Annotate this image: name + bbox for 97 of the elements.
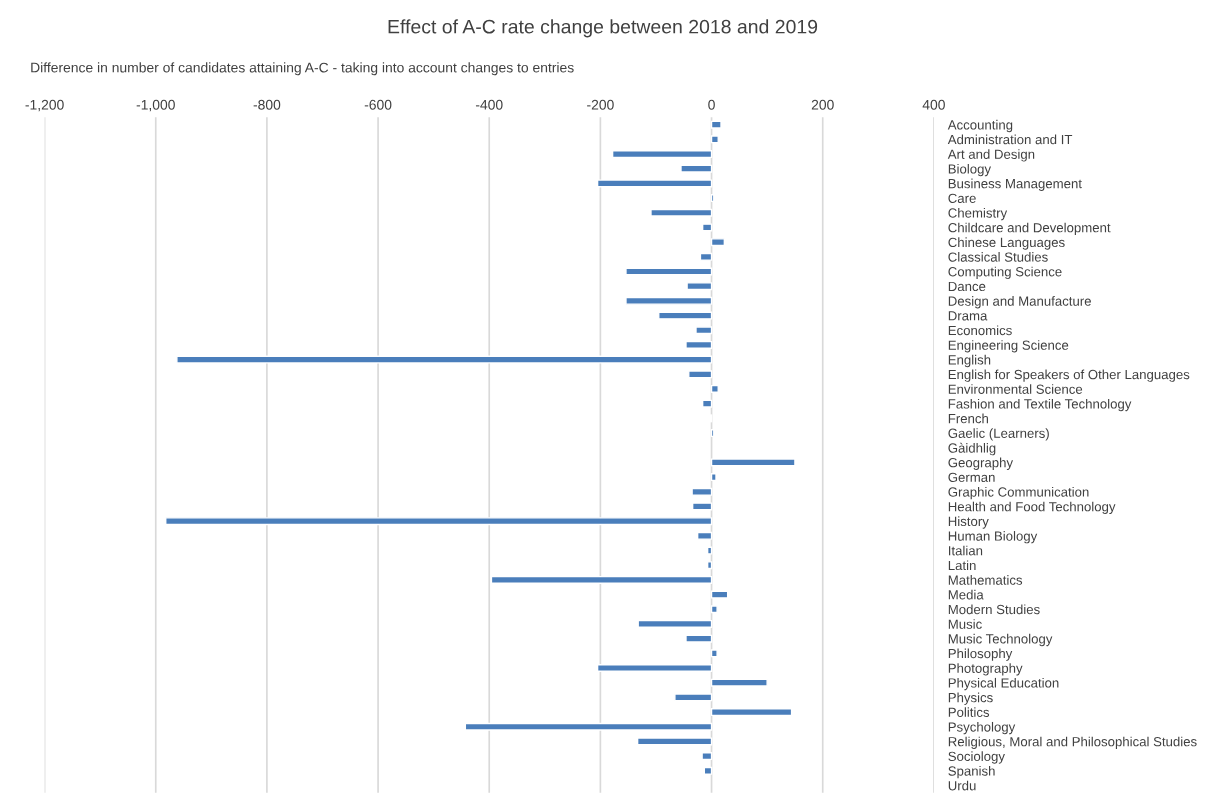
y-tick-label: Mathematics bbox=[948, 575, 1023, 585]
y-tick-label: Psychology bbox=[948, 721, 1016, 735]
y-tick-label: Photography bbox=[948, 663, 1023, 676]
x-tick-label: -400 bbox=[475, 99, 503, 110]
bar bbox=[710, 605, 718, 614]
bar bbox=[710, 458, 796, 467]
bar bbox=[686, 282, 713, 291]
bar bbox=[710, 120, 722, 129]
x-tick-label: 0 bbox=[708, 99, 715, 110]
y-tick-label: Philosophy bbox=[948, 648, 1013, 661]
bar bbox=[710, 678, 768, 687]
y-tick-label: Geography bbox=[948, 457, 1014, 470]
bar bbox=[650, 208, 713, 217]
y-tick-label: Drama bbox=[948, 311, 988, 321]
y-tick-label: Urdu bbox=[948, 780, 976, 791]
bar bbox=[701, 223, 713, 232]
y-tick-label: Music bbox=[948, 619, 982, 629]
y-tick-label: Chemistry bbox=[948, 207, 1008, 221]
y-tick-label: Graphic Communication bbox=[948, 486, 1089, 500]
bar bbox=[701, 752, 713, 761]
bar bbox=[176, 355, 713, 364]
bar bbox=[699, 252, 713, 261]
bar bbox=[490, 575, 713, 584]
y-tick-label: Politics bbox=[948, 707, 990, 717]
bar bbox=[611, 150, 713, 159]
bar bbox=[636, 737, 713, 746]
y-tick-label: Modern Studies bbox=[948, 604, 1040, 615]
bar bbox=[691, 487, 713, 496]
bar bbox=[691, 502, 713, 511]
y-tick-label: Physics bbox=[948, 692, 993, 705]
bar bbox=[596, 179, 713, 188]
bar bbox=[688, 370, 713, 379]
y-tick-label: Design and Manufacture bbox=[948, 296, 1091, 309]
x-tick-label: -1,200 bbox=[25, 99, 64, 112]
chart-title: Effect of A-C rate change between 2018 and 2019 bbox=[388, 19, 818, 38]
bar bbox=[710, 649, 718, 658]
y-tick-label: Sociology bbox=[948, 751, 1005, 764]
y-tick-label: Human Biology bbox=[948, 531, 1038, 544]
y-tick-label: English for Speakers of Other Languages bbox=[948, 369, 1190, 382]
y-tick-label: Physical Education bbox=[948, 677, 1059, 691]
y-tick-label: Computing Science bbox=[948, 266, 1062, 280]
bar bbox=[625, 296, 713, 305]
bar bbox=[685, 340, 713, 349]
y-tick-label: Biology bbox=[948, 163, 992, 177]
y-tick-label: Health and Food Technology bbox=[948, 501, 1116, 514]
bar bbox=[706, 561, 713, 570]
y-tick-label: Fashion and Textile Technology bbox=[948, 398, 1132, 412]
bar bbox=[685, 634, 713, 643]
y-tick-label: Environmental Science bbox=[948, 384, 1083, 394]
y-tick-label: Care bbox=[948, 193, 976, 203]
y-tick-label: German bbox=[948, 472, 995, 482]
bar bbox=[695, 326, 713, 335]
x-tick-label: 400 bbox=[922, 99, 945, 110]
y-tick-label: Italian bbox=[948, 545, 983, 556]
bar bbox=[710, 708, 793, 717]
bar bbox=[710, 590, 729, 599]
bar bbox=[674, 693, 713, 702]
bar bbox=[710, 238, 726, 247]
bar bbox=[658, 311, 713, 320]
x-tick-label: -800 bbox=[253, 99, 281, 110]
y-tick-label: Business Management bbox=[948, 178, 1082, 191]
x-tick-label: -1,000 bbox=[136, 99, 175, 112]
bar bbox=[165, 517, 713, 526]
bar bbox=[680, 164, 713, 173]
bar bbox=[710, 135, 719, 144]
bar bbox=[710, 384, 719, 393]
y-tick-label: Chinese Languages bbox=[948, 237, 1065, 250]
y-tick-label: Economics bbox=[948, 325, 1012, 336]
x-tick-label: -600 bbox=[364, 99, 392, 110]
bar bbox=[710, 473, 717, 482]
bar bbox=[696, 531, 713, 540]
y-tick-label: Music Technology bbox=[948, 633, 1053, 647]
y-tick-label: Gàidhlig bbox=[948, 442, 996, 456]
y-tick-label: Classical Studies bbox=[948, 252, 1048, 262]
y-tick-label: Childcare and Development bbox=[948, 222, 1111, 235]
y-tick-label: Engineering Science bbox=[948, 340, 1069, 353]
y-tick-label: Latin bbox=[948, 560, 976, 571]
bar bbox=[706, 546, 713, 555]
bar bbox=[701, 399, 713, 408]
bar bbox=[637, 619, 713, 628]
x-axis-title: Difference in number of candidates attaining A-C - taking into account changes to entries bbox=[31, 62, 574, 76]
bar bbox=[703, 766, 713, 775]
y-tick-label: English bbox=[948, 354, 991, 368]
y-tick-label: Gaelic (Learners) bbox=[948, 428, 1049, 441]
y-tick-label: French bbox=[948, 413, 988, 424]
y-tick-label: Administration and IT bbox=[947, 134, 1073, 145]
bar bbox=[464, 722, 713, 731]
y-tick-label: Art and Design bbox=[947, 149, 1035, 162]
bar bbox=[596, 663, 713, 672]
y-tick-label: Accounting bbox=[947, 119, 1013, 133]
y-tick-label: History bbox=[948, 516, 989, 529]
x-tick-label: -200 bbox=[587, 99, 614, 110]
y-tick-label: Dance bbox=[948, 281, 986, 292]
y-tick-label: Spanish bbox=[948, 766, 995, 779]
y-tick-label: Religious, Moral and Philosophical Studies bbox=[948, 736, 1197, 749]
y-tick-label: Media bbox=[948, 589, 984, 600]
x-tick-label: 200 bbox=[811, 99, 834, 110]
